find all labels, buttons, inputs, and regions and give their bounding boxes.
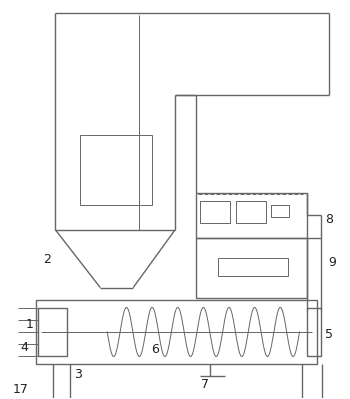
Text: 5: 5 (326, 328, 334, 341)
Bar (236, 201, 266, 223)
Bar (218, 258, 288, 276)
Text: 9: 9 (328, 256, 336, 269)
Bar (200, 201, 230, 223)
Text: 4: 4 (21, 341, 29, 354)
Bar (36, 300, 317, 364)
Bar (307, 308, 321, 356)
Text: 1: 1 (26, 318, 34, 331)
Bar (80, 135, 152, 205)
Text: 7: 7 (201, 378, 209, 391)
Text: 2: 2 (43, 253, 51, 266)
Bar (196, 193, 307, 238)
Text: 17: 17 (13, 383, 29, 396)
Bar (271, 205, 288, 217)
Bar (37, 308, 68, 356)
Bar (196, 238, 307, 298)
Text: 8: 8 (326, 213, 334, 226)
Text: 3: 3 (75, 368, 82, 381)
Text: 6: 6 (151, 343, 159, 356)
